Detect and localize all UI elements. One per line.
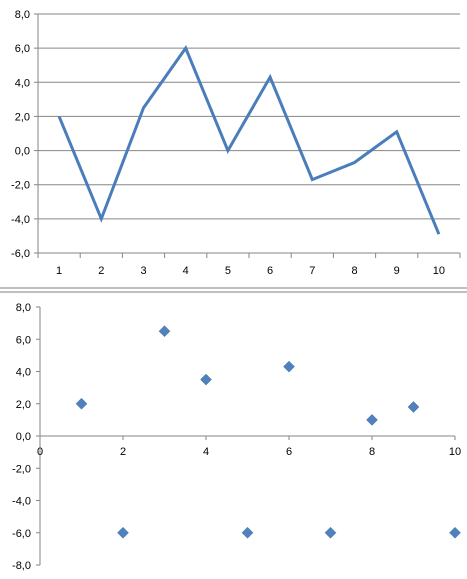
data-point (184, 47, 187, 50)
data-point-marker (158, 325, 171, 338)
y-tick-label: -6,0 (11, 248, 30, 260)
y-tick-label: 0,0 (16, 431, 31, 443)
data-point (58, 115, 61, 118)
y-tick-label: 2,0 (16, 399, 31, 411)
data-point-marker (407, 401, 420, 413)
y-tick-label: -4,0 (11, 214, 30, 226)
data-point-marker (200, 373, 212, 386)
y-tick-label: 6,0 (15, 43, 30, 55)
x-tick-label: 2 (120, 446, 126, 458)
y-tick-label: 8,0 (16, 302, 31, 314)
data-point (395, 130, 398, 133)
data-point-marker (283, 360, 295, 373)
x-tick-label: 5 (225, 265, 231, 277)
data-point-marker (449, 526, 461, 539)
x-tick-label: 3 (140, 265, 146, 277)
line-chart: 8,0 6,0 4,0 2,0 0,0 -2,0 -4,0 -6,0 1 2 3 4 5 6 7 8 9 10 (11, 9, 461, 277)
data-point (100, 217, 103, 220)
data-point-marker (324, 526, 337, 539)
x-tick-label: 10 (449, 446, 461, 458)
x-tick-label: 9 (394, 265, 400, 277)
x-tick-label: 6 (267, 265, 273, 277)
x-tick-label: 4 (203, 446, 209, 458)
data-point (269, 76, 272, 79)
x-tick-label: 7 (309, 265, 315, 277)
x-tick-label: 10 (433, 265, 445, 277)
y-tick-label: -2,0 (11, 180, 30, 192)
y-tick-label: 8,0 (15, 9, 30, 21)
data-point (353, 161, 356, 164)
x-tick-label: 8 (369, 446, 375, 458)
y-tick-label: -8,0 (12, 560, 31, 572)
x-tick-label: 2 (98, 265, 104, 277)
y-tick-label: 2,0 (15, 111, 30, 123)
data-point-marker (366, 414, 378, 426)
gridlines (38, 13, 460, 254)
y-tick-label: -2,0 (12, 463, 31, 475)
chart-divider (0, 287, 467, 293)
data-point (142, 106, 145, 109)
series-line (57, 45, 441, 235)
y-tick-label: -6,0 (12, 528, 31, 540)
data-point-marker (117, 526, 129, 539)
data-point-marker (75, 397, 88, 410)
data-point-marker (241, 526, 254, 539)
data-point (437, 233, 440, 236)
x-tick-label: 8 (351, 265, 357, 277)
data-point (226, 149, 229, 152)
x-tick-label: 4 (183, 265, 189, 277)
data-point (311, 178, 314, 181)
y-tick-label: 6,0 (16, 334, 31, 346)
y-tick-label: 4,0 (16, 367, 31, 379)
x-tick-label: 1 (56, 265, 62, 277)
x-tick-label: 6 (286, 446, 292, 458)
scatter-chart: 8,0 6,0 4,0 2,0 0,0 -2,0 -4,0 -6,0 -8,0 0 2 4 6 8 10 (12, 302, 461, 572)
y-tick-label: -4,0 (12, 496, 31, 508)
x-tick-label: 0 (37, 446, 43, 458)
y-tick-label: 0,0 (15, 146, 30, 158)
y-tick-label: 4,0 (15, 77, 30, 89)
